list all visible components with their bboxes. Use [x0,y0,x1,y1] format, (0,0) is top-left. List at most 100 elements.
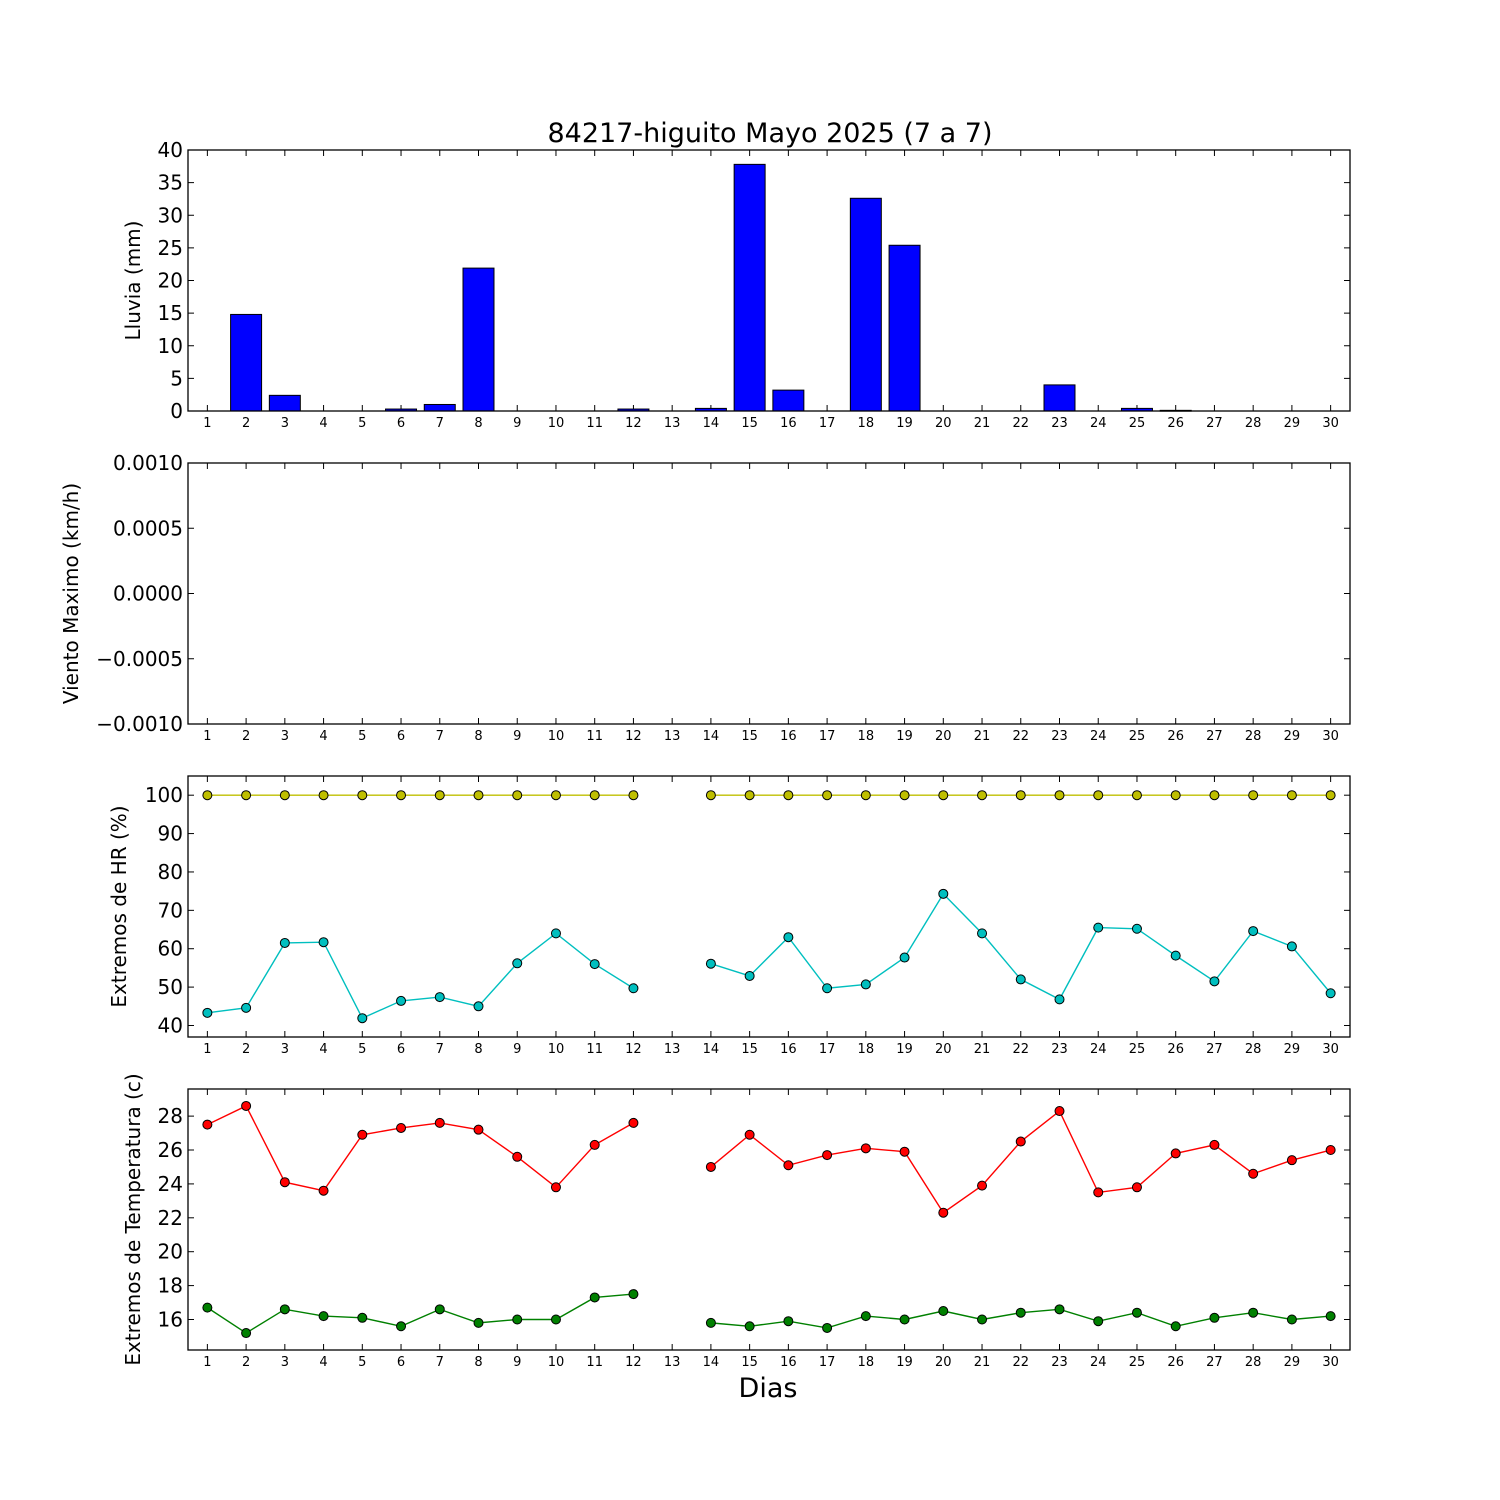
x-tick-label: 26 [1167,1355,1184,1370]
x-tick-label: 16 [780,1355,797,1370]
x-tick-label: 6 [397,416,405,431]
x-tick-label: 4 [319,1355,327,1370]
x-tick-label: 29 [1284,416,1301,431]
series-marker [318,790,329,801]
x-tick-label: 23 [1051,416,1068,431]
x-axis-label: Dias [739,1373,798,1404]
x-tick-label: 15 [741,729,758,744]
series-marker [1325,1311,1336,1322]
x-tick-label: 19 [896,729,913,744]
x-tick-label: 7 [436,1042,444,1057]
panel-4: Extremos de Temperatura (c) 1618202224262… [121,1073,1351,1370]
y-tick-label: 40 [158,138,183,162]
y-tick-label: 90 [158,822,183,846]
series-line [207,1105,634,1192]
x-tick-label: 17 [819,1042,836,1057]
rain-bar [230,313,263,412]
rain-bar [733,163,766,412]
x-tick-label: 10 [548,1355,565,1370]
x-tick-label: 29 [1284,1042,1301,1057]
series-marker [396,1122,407,1133]
series-marker [318,1311,329,1322]
series-marker [822,1150,833,1161]
series-marker [628,1117,639,1128]
series-marker [241,1002,252,1013]
series-marker [1170,950,1181,961]
y-tick-label: 30 [158,203,183,227]
y-tick-label: 26 [158,1138,183,1162]
x-tick-label: 18 [858,729,875,744]
series-marker [202,1302,213,1313]
series-marker [434,992,445,1003]
y-axis-label: Lluvia (mm) [121,221,145,341]
series-marker [783,1316,794,1327]
x-tick-label: 13 [664,416,681,431]
plot-frame [187,775,1351,1038]
x-tick-label: 28 [1245,729,1262,744]
x-tick-label: 10 [548,729,565,744]
series-marker [860,979,871,990]
rain-bar [1043,384,1076,412]
x-tick-label: 19 [896,1042,913,1057]
x-tick-label: 2 [242,729,250,744]
x-tick-label: 22 [1012,416,1029,431]
series-marker [1286,1155,1297,1166]
x-tick-label: 7 [436,729,444,744]
x-tick-label: 15 [741,1355,758,1370]
series-marker [977,790,988,801]
x-tick-label: 24 [1090,416,1107,431]
series-marker [783,790,794,801]
rain-bar [772,389,805,412]
y-tick-label: 0.0000 [113,582,183,606]
series-marker [1209,1312,1220,1323]
x-tick-label: 3 [281,729,289,744]
x-tick-label: 30 [1322,416,1339,431]
x-tick-label: 27 [1206,416,1223,431]
series-marker [396,790,407,801]
y-axis-label: Viento Maximo (km/h) [59,483,83,704]
chart-title: 84217-higuito Mayo 2025 (7 a 7) [547,118,992,149]
y-tick-label: 10 [158,334,183,358]
series-marker [628,1289,639,1300]
x-tick-label: 1 [203,1355,211,1370]
x-tick-label: 16 [780,416,797,431]
x-tick-label: 16 [780,729,797,744]
series-marker [822,1322,833,1333]
x-tick-label: 2 [242,1042,250,1057]
x-tick-label: 5 [358,1355,366,1370]
series-marker [512,958,523,969]
x-tick-label: 4 [319,416,327,431]
series-marker [628,983,639,994]
x-tick-label: 10 [548,1042,565,1057]
y-tick-label: 100 [145,783,183,807]
y-tick-label: 22 [158,1206,183,1230]
x-tick-label: 11 [586,1042,603,1057]
series-line [710,1109,1331,1214]
series-marker [1248,926,1259,937]
series-marker [860,1311,871,1322]
y-tick-label: 20 [158,269,183,293]
y-tick-label: 0.0005 [113,516,183,540]
x-tick-label: 21 [974,416,991,431]
x-tick-label: 30 [1322,729,1339,744]
y-axis-label: Extremos de HR (%) [107,805,131,1007]
series-marker [434,1117,445,1128]
series-marker [357,1129,368,1140]
x-tick-label: 26 [1167,1042,1184,1057]
x-tick-label: 14 [703,1355,720,1370]
series-marker [1325,790,1336,801]
series-marker [357,790,368,801]
series-marker [241,1328,252,1339]
y-tick-label: −0.0010 [96,712,183,736]
series-marker [1131,1182,1142,1193]
series-marker [1093,922,1104,933]
series-marker [473,790,484,801]
series-marker [783,1160,794,1171]
series-marker [1286,1314,1297,1325]
y-tick-label: −0.0005 [96,647,183,671]
y-tick-label: 20 [158,1240,183,1264]
x-tick-label: 5 [358,729,366,744]
